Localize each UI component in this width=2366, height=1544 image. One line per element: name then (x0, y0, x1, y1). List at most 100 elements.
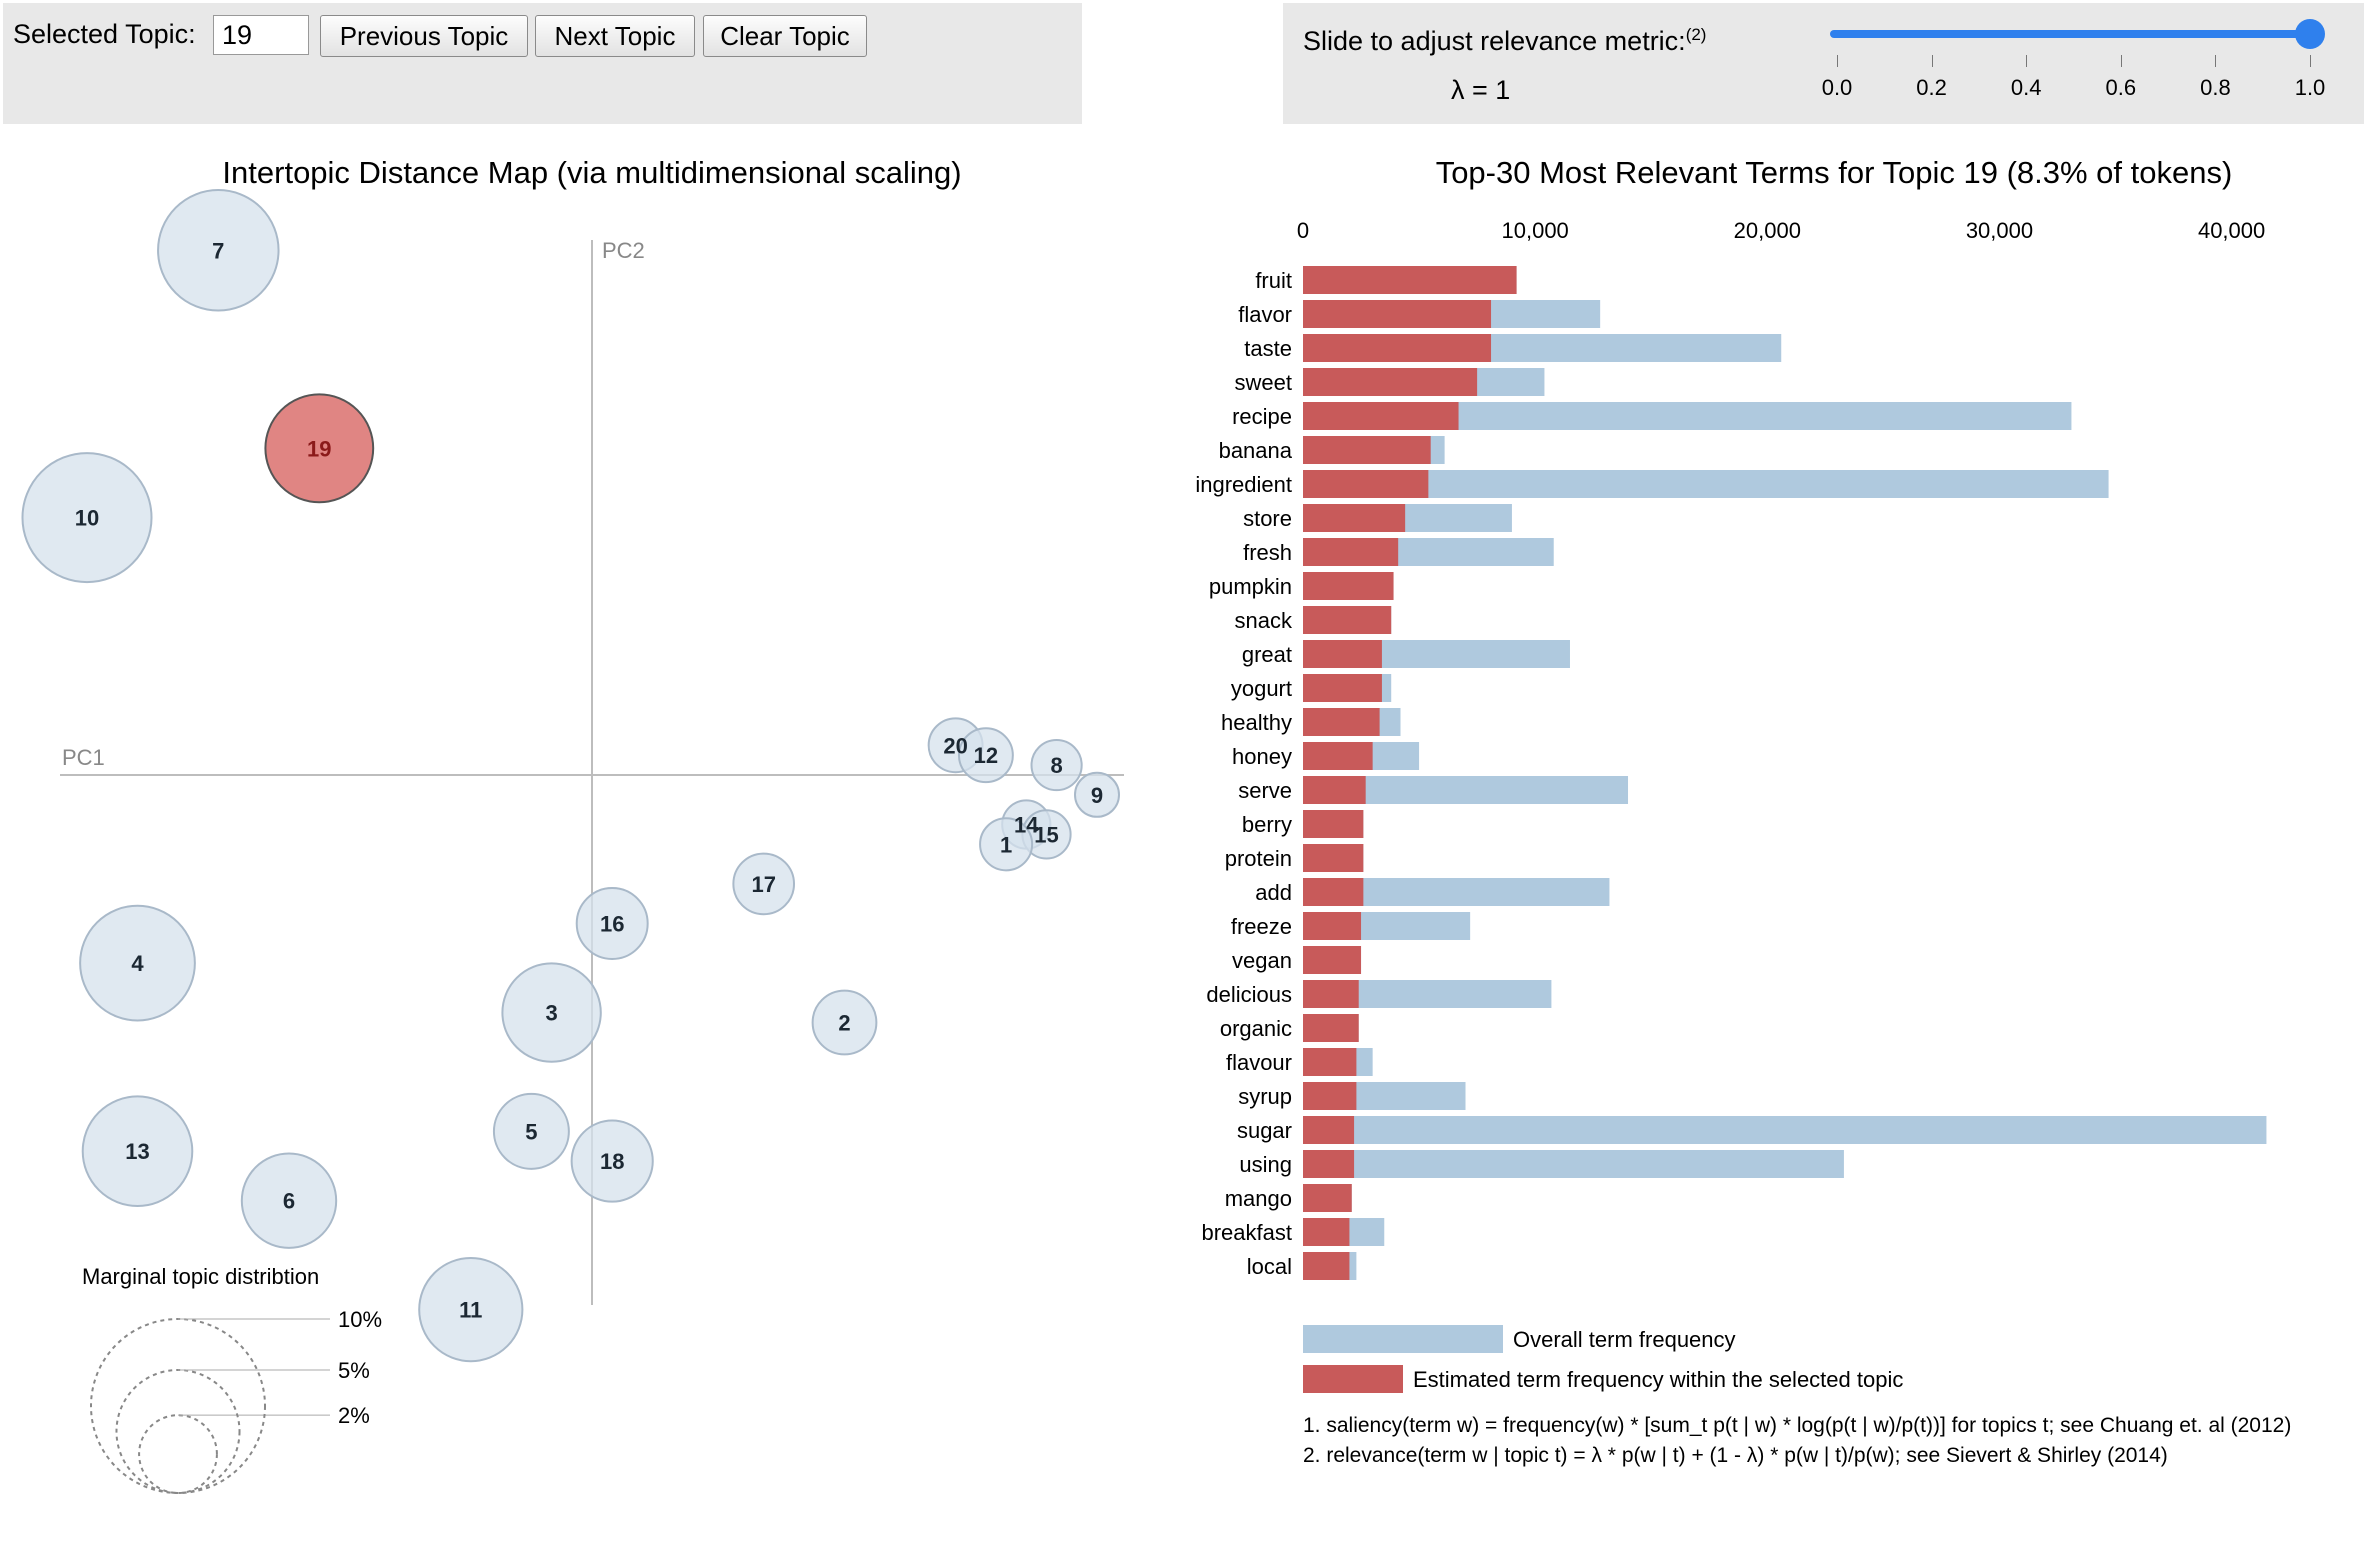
topic-circle-5[interactable] (492, 1092, 570, 1170)
topic-label-13: 13 (125, 1139, 149, 1164)
topic-bar-ingredient (1303, 470, 1429, 498)
intertopic-map-title: Intertopic Distance Map (via multidimens… (222, 155, 961, 190)
topic-bar-banana (1303, 436, 1431, 464)
term-label-healthy[interactable]: healthy (1221, 710, 1292, 735)
term-label-store[interactable]: store (1243, 506, 1292, 531)
topic-bar-snack (1303, 606, 1392, 634)
term-label-add[interactable]: add (1255, 880, 1292, 905)
clear-topic-button[interactable]: Clear Topic (703, 15, 867, 57)
topic-circle-17[interactable] (732, 852, 796, 916)
term-label-snack[interactable]: snack (1235, 608, 1293, 633)
term-label-sweet[interactable]: sweet (1235, 370, 1292, 395)
term-label-flavour[interactable]: flavour (1226, 1050, 1292, 1075)
term-label-vegan[interactable]: vegan (1232, 948, 1292, 973)
next-topic-button[interactable]: Next Topic (535, 15, 695, 57)
slider-label: Slide to adjust relevance metric:(2) (1303, 25, 1706, 57)
overall-bar-ingredient (1303, 470, 2109, 498)
term-label-mango[interactable]: mango (1225, 1186, 1292, 1211)
footnote-saliency: 1. saliency(term w) = frequency(w) * [su… (1303, 1414, 2291, 1437)
slider-tick-mark (1931, 55, 1933, 67)
topic-bar-sugar (1303, 1116, 1355, 1144)
term-label-yogurt[interactable]: yogurt (1231, 676, 1292, 701)
topic-label-18: 18 (600, 1149, 624, 1174)
bar-x-tick-label: 0 (1297, 218, 1309, 243)
legend-swatch-overall (1303, 1325, 1503, 1353)
bar-x-tick-label: 20,000 (1734, 218, 1801, 243)
legend-circle-2pct (138, 1414, 218, 1494)
term-label-using[interactable]: using (1239, 1152, 1292, 1177)
topic-bar-breakfast (1303, 1218, 1350, 1246)
topic-circle-3[interactable] (501, 962, 602, 1063)
topic-circle-10[interactable] (21, 452, 153, 584)
topic-circle-7[interactable] (157, 189, 280, 312)
selected-topic-label: Selected Topic: (13, 19, 196, 49)
term-label-protein[interactable]: protein (1225, 846, 1292, 871)
topic-bar-berry (1303, 810, 1364, 838)
term-label-local[interactable]: local (1247, 1254, 1292, 1279)
legend-size-label: 2% (338, 1403, 370, 1428)
topic-label-9: 9 (1091, 783, 1103, 808)
legend-size-label: 5% (338, 1358, 370, 1383)
topic-circle-18[interactable] (570, 1119, 654, 1203)
term-label-great[interactable]: great (1242, 642, 1292, 667)
topic-circle-12[interactable] (957, 727, 1014, 784)
overall-bar-using (1303, 1150, 1844, 1178)
topic-circle-16[interactable] (575, 887, 649, 960)
previous-topic-button[interactable]: Previous Topic (320, 15, 528, 57)
topic-circle-13[interactable] (81, 1095, 194, 1207)
topic-bar-freeze (1303, 912, 1362, 940)
bar-x-axis: 0 10,000 20,000 30,000 40,000 (1297, 218, 2265, 243)
term-label-recipe[interactable]: recipe (1232, 404, 1292, 429)
term-label-berry[interactable]: berry (1242, 812, 1292, 837)
relevance-slider-thumb[interactable] (2295, 19, 2325, 49)
topic-bar-healthy (1303, 708, 1380, 736)
topic-control-panel: Selected Topic: Previous Topic Next Topi… (3, 3, 1082, 124)
relevance-slider-track[interactable] (1830, 30, 2310, 38)
topic-circle-2[interactable] (811, 989, 878, 1056)
topic-label-20: 20 (943, 733, 967, 758)
marginal-legend: 2% 5% 10% (90, 1307, 382, 1494)
topic-circle-8[interactable] (1030, 739, 1083, 792)
term-label-fruit[interactable]: fruit (1255, 268, 1292, 293)
slider-tick-mark (2026, 55, 2028, 67)
marginal-legend-title: Marginal topic distribtion (82, 1264, 319, 1289)
term-label-breakfast[interactable]: breakfast (1202, 1220, 1293, 1245)
topic-label-5: 5 (525, 1119, 537, 1144)
term-label-pumpkin[interactable]: pumpkin (1209, 574, 1292, 599)
term-label-fresh[interactable]: fresh (1243, 540, 1292, 565)
term-label-freeze[interactable]: freeze (1231, 914, 1292, 939)
topic-circle-9[interactable] (1074, 771, 1120, 818)
topic-bar-syrup (1303, 1082, 1357, 1110)
term-label-delicious[interactable]: delicious (1206, 982, 1292, 1007)
topic-bar-pumpkin (1303, 572, 1394, 600)
bar-chart-title: Top-30 Most Relevant Terms for Topic 19 … (1436, 155, 2233, 190)
topic-circle-11[interactable] (418, 1257, 524, 1363)
selected-topic-input[interactable] (213, 15, 309, 55)
topic-bar-delicious (1303, 980, 1359, 1008)
footnote-relevance: 2. relevance(term w | topic t) = λ * p(w… (1303, 1444, 2168, 1467)
term-label-syrup[interactable]: syrup (1238, 1084, 1292, 1109)
topic-label-12: 12 (974, 743, 998, 768)
topic-bar-yogurt (1303, 674, 1382, 702)
legend-swatch-topic (1303, 1365, 1403, 1393)
legend-circle-5pct (115, 1368, 241, 1494)
topic-bar-flavor (1303, 300, 1492, 328)
term-label-sugar[interactable]: sugar (1237, 1118, 1292, 1143)
slider-tick-mark (2310, 55, 2311, 67)
topic-circle-19[interactable] (264, 393, 375, 504)
term-label-ingredient[interactable]: ingredient (1195, 472, 1292, 497)
term-label-honey[interactable]: honey (1232, 744, 1292, 769)
slider-tick-label: 0.6 (2105, 75, 2137, 100)
term-label-banana[interactable]: banana (1219, 438, 1293, 463)
topic-circle-4[interactable] (79, 904, 196, 1022)
term-label-flavor[interactable]: flavor (1238, 302, 1292, 327)
term-label-serve[interactable]: serve (1238, 778, 1292, 803)
term-label-organic[interactable]: organic (1220, 1016, 1292, 1041)
slider-tick-label: 0.4 (2010, 75, 2042, 100)
topic-bar-protein (1303, 844, 1364, 872)
topic-circle-6[interactable] (240, 1152, 338, 1249)
term-label-taste[interactable]: taste (1244, 336, 1292, 361)
topic-circle-1[interactable] (979, 817, 1034, 872)
